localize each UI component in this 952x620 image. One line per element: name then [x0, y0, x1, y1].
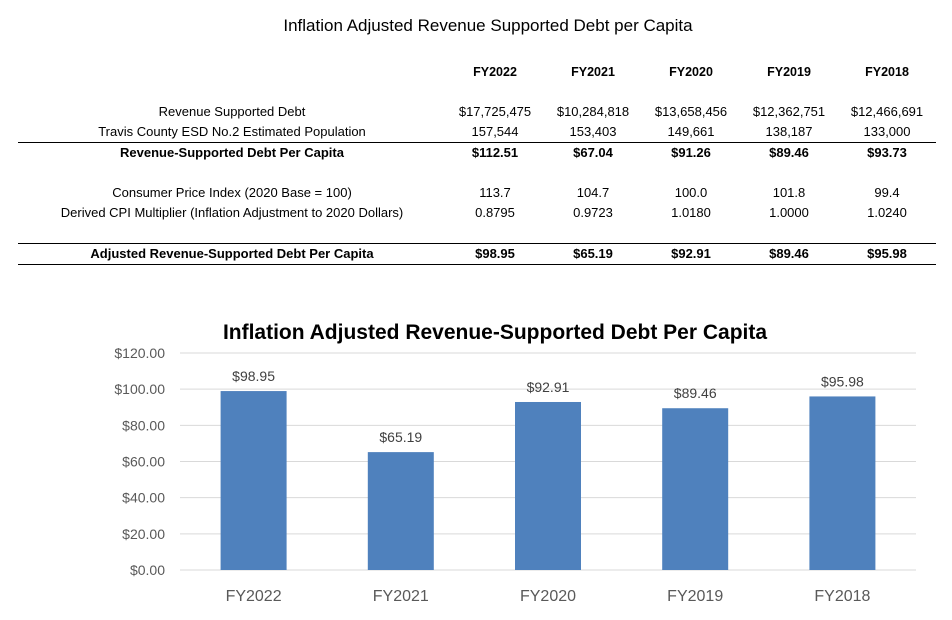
table-cell: $92.91 [642, 243, 740, 265]
table-header-row: FY2022 FY2021 FY2020 FY2019 FY2018 [18, 62, 936, 82]
table-cell: $112.51 [446, 142, 544, 163]
table-cell: 153,403 [569, 124, 617, 139]
row-label: Adjusted Revenue-Supported Debt Per Capi… [18, 243, 446, 265]
table-cell: $12,466,691 [850, 104, 924, 119]
y-tick-label: $120.00 [114, 345, 165, 361]
table-spacer [18, 163, 936, 183]
column-header: FY2021 [571, 65, 615, 79]
table-spacer [18, 223, 936, 244]
table-header-label [18, 62, 446, 82]
table-cell: $10,284,818 [556, 104, 630, 119]
table-cell: $12,362,751 [752, 104, 826, 119]
data-labels: $98.95 $65.19 $92.91 $89.46 $95.98 [232, 368, 864, 445]
table-cell: $13,658,456 [654, 104, 728, 119]
page-title: Inflation Adjusted Revenue Supported Deb… [283, 16, 693, 35]
table-cell: 149,661 [667, 124, 715, 139]
data-label: $95.98 [821, 373, 864, 389]
table-cell: 138,187 [765, 124, 813, 139]
bar [367, 452, 434, 570]
x-tick-label: FY2021 [373, 588, 429, 605]
y-axis: $0.00 $20.00 $40.00 $60.00 $80.00 $100.00 $120… [114, 345, 165, 578]
row-label: Consumer Price Index (2020 Base = 100) [112, 185, 352, 200]
table-row: Travis County ESD No.2 Estimated Populat… [18, 122, 936, 143]
x-tick-label: FY2022 [226, 588, 282, 605]
table-cell: 99.4 [874, 185, 900, 200]
data-label: $98.95 [232, 368, 275, 384]
bar-chart: Inflation Adjusted Revenue-Supported Deb… [114, 321, 916, 605]
table-row: Revenue-Supported Debt Per Capita $112.5… [18, 142, 936, 163]
table-cell: 1.0000 [769, 205, 809, 220]
y-tick-label: $80.00 [122, 417, 165, 433]
row-label: Revenue Supported Debt [158, 104, 306, 119]
y-tick-label: $60.00 [122, 454, 165, 470]
bar [662, 408, 729, 570]
row-label: Revenue-Supported Debt Per Capita [18, 142, 446, 163]
financial-table: FY2022 FY2021 FY2020 FY2019 FY2018 Reven… [18, 62, 936, 265]
data-label: $89.46 [674, 385, 717, 401]
column-header: FY2020 [669, 65, 713, 79]
table-cell: $89.46 [740, 142, 838, 163]
table-cell: $17,725,475 [458, 104, 532, 119]
x-tick-label: FY2018 [814, 588, 870, 605]
table-cell: $95.98 [838, 243, 936, 265]
bars [220, 391, 876, 570]
row-label: Travis County ESD No.2 Estimated Populat… [98, 124, 366, 139]
data-label: $92.91 [527, 379, 570, 395]
y-tick-label: $0.00 [130, 562, 165, 578]
bar [220, 391, 287, 570]
table-cell: 157,544 [471, 124, 519, 139]
y-tick-label: $100.00 [114, 381, 165, 397]
bar [809, 396, 876, 570]
table-spacer [18, 82, 936, 102]
table-cell: 101.8 [772, 185, 806, 200]
bar [515, 401, 581, 570]
x-axis: FY2022 FY2021 FY2020 FY2019 FY2018 [226, 588, 871, 605]
table-cell: 133,000 [863, 124, 911, 139]
table-cell: 0.9723 [573, 205, 613, 220]
data-label: $65.19 [379, 429, 422, 445]
x-tick-label: FY2019 [667, 588, 723, 605]
table-cell: $89.46 [740, 243, 838, 265]
y-tick-label: $20.00 [122, 526, 165, 542]
row-label: Derived CPI Multiplier (Inflation Adjust… [60, 205, 404, 220]
table-cell: $98.95 [446, 243, 544, 265]
table-cell: 104.7 [576, 185, 610, 200]
column-header: FY2019 [767, 65, 811, 79]
table-row: Revenue Supported Debt $17,725,475 $10,2… [18, 102, 936, 122]
table-cell: $65.19 [544, 243, 642, 265]
table-cell: $91.26 [642, 142, 740, 163]
table-cell: 1.0180 [671, 205, 711, 220]
table-row: Adjusted Revenue-Supported Debt Per Capi… [18, 243, 936, 265]
y-tick-label: $40.00 [122, 490, 165, 506]
table-cell: 0.8795 [475, 205, 515, 220]
table-row: Derived CPI Multiplier (Inflation Adjust… [18, 203, 936, 223]
table-cell: 1.0240 [867, 205, 907, 220]
chart-title: Inflation Adjusted Revenue-Supported Deb… [223, 321, 767, 344]
table-cell: 100.0 [674, 185, 708, 200]
column-header: FY2022 [473, 65, 517, 79]
table-row: Consumer Price Index (2020 Base = 100) 1… [18, 183, 936, 203]
x-tick-label: FY2020 [520, 588, 576, 605]
table-cell: $93.73 [838, 142, 936, 163]
table-cell: 113.7 [479, 185, 511, 200]
column-header: FY2018 [865, 65, 909, 79]
table-cell: $67.04 [544, 142, 642, 163]
